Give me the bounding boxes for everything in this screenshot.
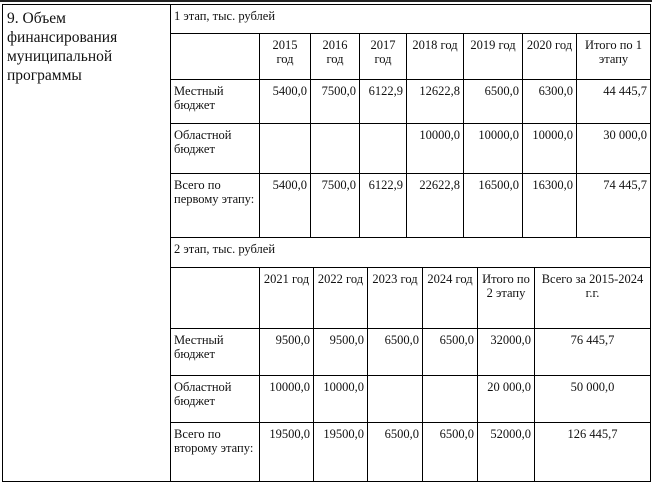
section-label: 9. Объем финансирования муниципальной пр…	[2, 4, 171, 482]
stage2-value-cell: 10000,0	[259, 375, 314, 423]
stage2-value-cell: 76 445,7	[534, 328, 651, 376]
stage1-row-label: Местный бюджет	[170, 79, 260, 124]
stage1-header-cell: Итого по 1 этапу	[576, 33, 651, 80]
stage2-value-cell: 6500,0	[367, 328, 423, 376]
stage2-value-cell: 52000,0	[477, 422, 535, 482]
stage1-value-cell: 5400,0	[259, 79, 311, 124]
stage1-header-cell: 2018 год	[406, 33, 464, 80]
stage2-value-cell: 10000,0	[313, 375, 368, 423]
stage2-value-cell: 6500,0	[422, 422, 478, 482]
stage1-value-cell: 44 445,7	[576, 79, 651, 124]
stage1-value-cell: 22622,8	[406, 173, 464, 238]
stage2-header-cell: 2023 год	[367, 267, 423, 329]
stage2-value-cell	[367, 375, 423, 423]
stage2-value-cell: 19500,0	[259, 422, 314, 482]
stage1-value-cell	[310, 123, 360, 174]
page-edge-cut-text	[0, 0, 652, 2]
stage1-value-cell: 6122,9	[359, 173, 407, 238]
stage2-value-cell: 126 445,7	[534, 422, 651, 482]
stage1-value-cell: 30 000,0	[576, 123, 651, 174]
stage2-row-label: Местный бюджет	[170, 328, 260, 376]
stage2-header-cell: 2024 год	[422, 267, 478, 329]
stage1-row-label: Всего по первому этапу:	[170, 173, 260, 238]
stage2-title: 2 этап, тыс. рублей	[170, 237, 651, 268]
stage1-value-cell: 6500,0	[463, 79, 523, 124]
stage1-value-cell: 74 445,7	[576, 173, 651, 238]
stage2-header-cell	[170, 267, 260, 329]
stage1-value-cell: 10000,0	[406, 123, 464, 174]
stage1-value-cell: 16300,0	[522, 173, 577, 238]
stage2-value-cell: 6500,0	[422, 328, 478, 376]
stage2-value-cell: 50 000,0	[534, 375, 651, 423]
stage2-header-cell: 2022 год	[313, 267, 368, 329]
stage1-value-cell	[359, 123, 407, 174]
stage2-value-cell: 9500,0	[313, 328, 368, 376]
stage2-row-label: Всего по второму этапу:	[170, 422, 260, 482]
stage1-value-cell	[259, 123, 311, 174]
stage1-value-cell: 7500,0	[310, 173, 360, 238]
stage1-value-cell: 6122,9	[359, 79, 407, 124]
stage1-row-label: Областной бюджет	[170, 123, 260, 174]
stage1-header-cell: 2020 год	[522, 33, 577, 80]
stage1-value-cell: 10000,0	[522, 123, 577, 174]
stage2-value-cell: 9500,0	[259, 328, 314, 376]
stage1-value-cell: 10000,0	[463, 123, 523, 174]
stage2-value-cell: 19500,0	[313, 422, 368, 482]
stage1-header-cell: 2017 год	[359, 33, 407, 80]
stage1-header-cell	[170, 33, 260, 80]
stage1-value-cell: 7500,0	[310, 79, 360, 124]
stage1-value-cell: 16500,0	[463, 173, 523, 238]
stage2-header-cell: 2021 год	[259, 267, 314, 329]
stage1-value-cell: 5400,0	[259, 173, 311, 238]
stage2-value-cell: 32000,0	[477, 328, 535, 376]
stage2-value-cell: 6500,0	[367, 422, 423, 482]
stage2-value-cell	[422, 375, 478, 423]
stage2-row-label: Областной бюджет	[170, 375, 260, 423]
stage1-title: 1 этап, тыс. рублей	[170, 4, 651, 34]
stage2-header-cell: Итого по 2 этапу	[477, 267, 535, 329]
stage2-value-cell: 20 000,0	[477, 375, 535, 423]
stage1-header-cell: 2015 год	[259, 33, 311, 80]
stage1-value-cell: 6300,0	[522, 79, 577, 124]
stage1-header-cell: 2019 год	[463, 33, 523, 80]
stage2-header-cell: Всего за 2015-2024 г.г.	[534, 267, 651, 329]
stage1-value-cell: 12622,8	[406, 79, 464, 124]
stage1-header-cell: 2016 год	[310, 33, 360, 80]
